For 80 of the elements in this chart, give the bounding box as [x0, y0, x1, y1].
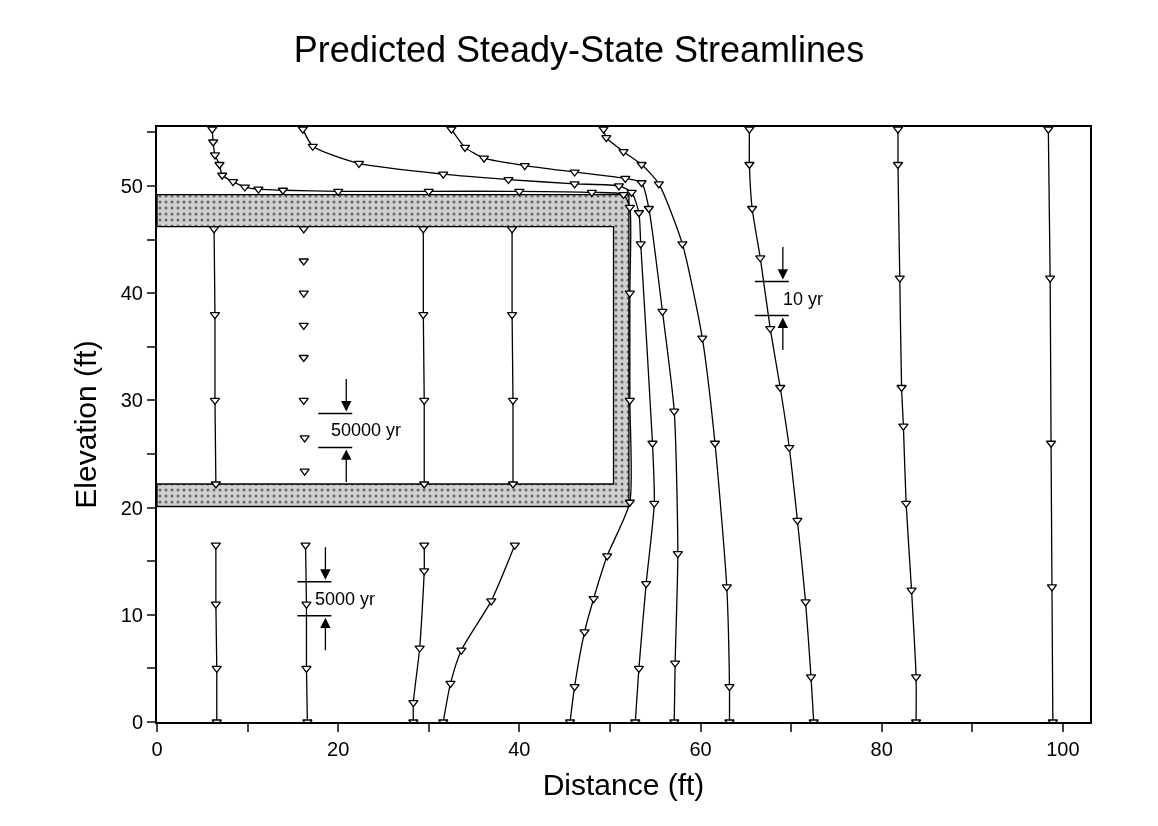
point	[301, 601, 312, 609]
point	[784, 444, 795, 453]
point	[649, 500, 660, 508]
point	[643, 205, 655, 214]
point	[724, 683, 735, 692]
x-tick-label: 40	[508, 738, 531, 760]
y-tick-label: 50	[120, 174, 143, 197]
annotation: 50000 yr	[331, 420, 402, 440]
point	[624, 397, 636, 406]
point	[792, 517, 803, 526]
x-tick-label: 100	[1046, 738, 1080, 760]
point	[618, 149, 629, 157]
point	[569, 169, 580, 177]
point	[253, 186, 264, 194]
annotation: 5000 yr	[315, 589, 376, 609]
x-tick-label: 20	[327, 738, 350, 760]
chart-title: Predicted Steady-State Streamlines	[293, 29, 865, 71]
x-tick-label: 60	[689, 738, 712, 760]
point	[211, 665, 223, 674]
point	[298, 397, 310, 406]
point	[620, 175, 631, 184]
point	[456, 647, 467, 655]
point	[414, 645, 425, 653]
point	[353, 160, 365, 169]
point	[209, 397, 221, 406]
point	[635, 241, 646, 249]
point	[892, 161, 904, 170]
point	[774, 384, 786, 393]
point	[588, 596, 599, 604]
point	[746, 205, 758, 214]
point	[647, 440, 658, 448]
point	[214, 161, 225, 170]
point	[601, 135, 612, 143]
point	[618, 191, 629, 200]
point	[514, 188, 525, 196]
point	[418, 311, 429, 320]
y-tick-label: 30	[120, 389, 143, 412]
point	[298, 354, 310, 363]
point	[677, 241, 688, 249]
point	[445, 680, 456, 689]
point	[624, 204, 636, 213]
point	[519, 162, 531, 171]
y-tick-label: 10	[120, 603, 143, 626]
point	[418, 226, 429, 234]
point	[906, 587, 917, 595]
point	[633, 665, 645, 674]
point	[657, 308, 668, 317]
point	[569, 683, 580, 692]
point	[764, 325, 776, 334]
x-axis-title: Distance (ft)	[542, 768, 705, 801]
point	[744, 161, 755, 170]
point	[636, 180, 647, 188]
point	[459, 144, 471, 153]
point	[300, 542, 311, 550]
point	[697, 335, 708, 343]
point	[503, 176, 514, 185]
point	[418, 397, 430, 406]
point	[896, 384, 907, 393]
point	[636, 161, 647, 170]
point	[299, 435, 310, 443]
y-tick-label: 20	[120, 496, 143, 519]
point	[506, 311, 518, 320]
point	[898, 423, 909, 431]
point	[507, 397, 519, 406]
point	[299, 468, 310, 476]
point	[626, 189, 637, 198]
point	[408, 700, 419, 708]
x-tick-label: 0	[151, 738, 163, 760]
y-tick-label: 40	[120, 282, 143, 305]
annotation: 10 yr	[783, 289, 824, 309]
point	[586, 189, 598, 198]
point	[755, 255, 766, 263]
point	[209, 311, 221, 320]
point	[301, 665, 312, 674]
y-axis-title: Elevation (ft)	[69, 340, 103, 509]
x-tick-label: 80	[870, 738, 893, 760]
point	[569, 181, 580, 189]
point	[800, 599, 811, 607]
point	[579, 629, 590, 637]
y-tick-label: 0	[131, 711, 143, 733]
